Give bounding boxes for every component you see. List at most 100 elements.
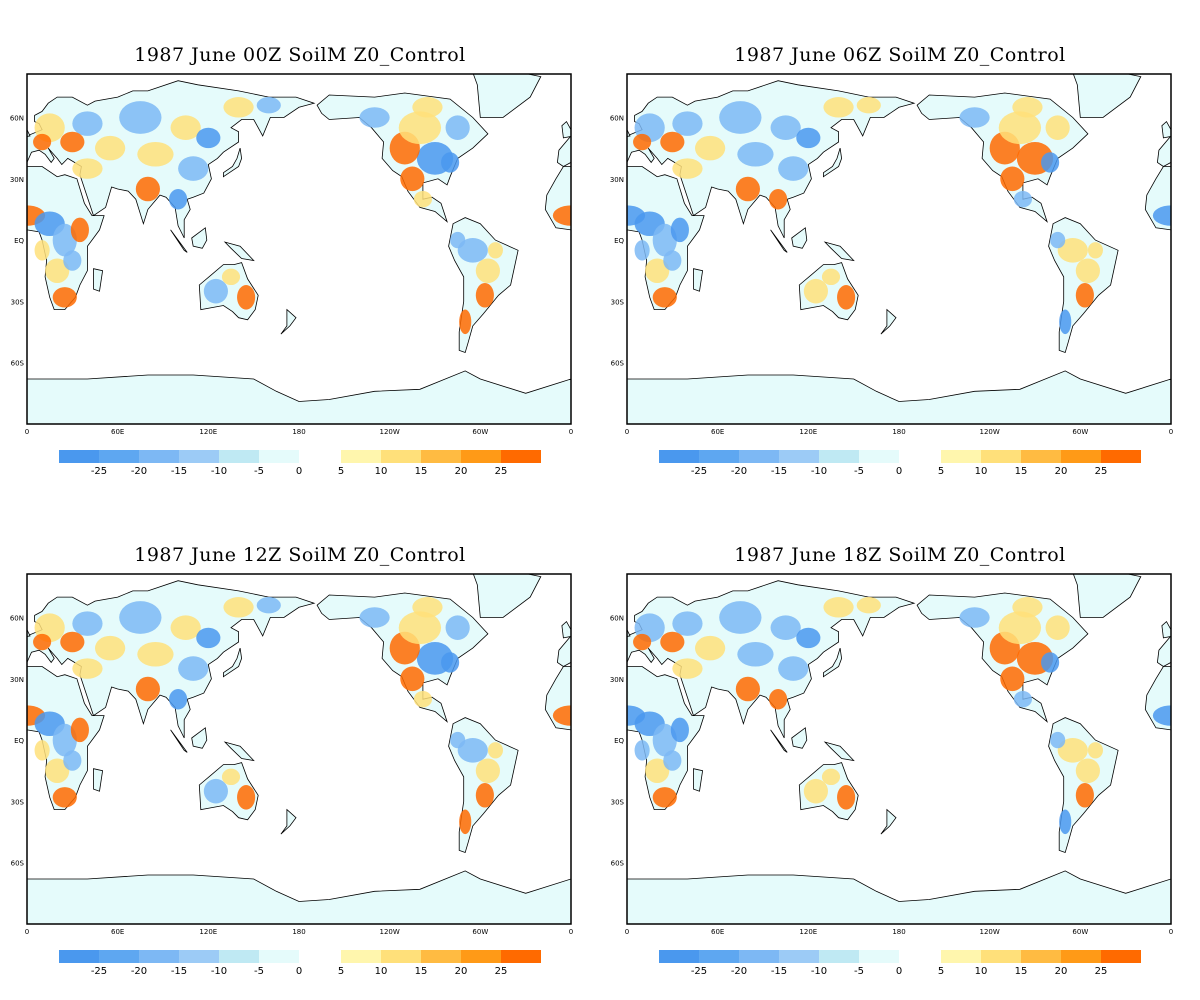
soilm-anomaly-patch <box>237 785 256 810</box>
lon-tick-label: 0 <box>625 928 629 936</box>
colorbar-label: -10 <box>211 966 227 977</box>
soilm-anomaly-patch <box>823 597 854 618</box>
soilm-anomaly-patch <box>552 705 571 726</box>
lon-tick-label: 60W <box>472 428 488 436</box>
colorbar-swatch <box>659 450 699 463</box>
soilm-anomaly-patch <box>633 633 652 651</box>
colorbar-swatch <box>461 950 501 963</box>
soilm-anomaly-patch <box>487 742 504 759</box>
land-antarctica <box>627 370 1171 424</box>
soilm-anomaly-patch <box>1189 258 1200 283</box>
soilm-anomaly-patch <box>719 601 762 634</box>
soilm-anomaly-patch <box>737 141 774 167</box>
soilm-anomaly-patch <box>1075 782 1094 808</box>
soilm-anomaly-patch <box>457 238 488 263</box>
colorbar-label: 5 <box>938 966 944 977</box>
lat-tick-label: 30N <box>10 676 24 684</box>
land-ng <box>823 241 855 262</box>
colorbar-label: 15 <box>1015 966 1028 977</box>
lon-tick-label: 180 <box>892 928 905 936</box>
lon-tick-label: 120W <box>380 428 400 436</box>
lon-tick-label: 120W <box>380 928 400 936</box>
colorbar-swatch <box>139 450 179 463</box>
land-madagascar <box>93 768 104 792</box>
soilm-anomaly-patch <box>803 778 828 804</box>
soilm-anomaly-patch <box>256 97 281 114</box>
land-greenland <box>472 74 542 118</box>
lon-tick-label: 60E <box>711 928 724 936</box>
soilm-anomaly-patch <box>33 633 52 651</box>
soilm-anomaly-patch <box>695 635 726 661</box>
soilm-anomaly-patch <box>660 131 685 153</box>
soilm-anomaly-patch <box>663 750 682 771</box>
land-antarctica <box>1170 378 1171 424</box>
lat-tick-label: 30S <box>11 298 25 306</box>
colorbar-swatch <box>699 950 739 963</box>
soilm-anomaly-patch <box>135 676 160 702</box>
colorbar-label: -10 <box>211 466 227 477</box>
land-nz <box>280 308 297 335</box>
soilm-anomaly-patch <box>60 631 85 653</box>
soilm-anomaly-patch <box>837 785 856 810</box>
soilm-anomaly-patch <box>45 758 70 784</box>
colorbar-label: -20 <box>131 466 147 477</box>
soilm-anomaly-patch <box>735 676 760 702</box>
colorbar-swatch <box>981 450 1021 463</box>
soilm-anomaly-patch <box>459 309 472 335</box>
lat-tick-label: EQ <box>14 737 24 745</box>
soilm-anomaly-patch <box>412 97 443 118</box>
colorbar-label: -15 <box>771 466 787 477</box>
land-japan <box>823 147 843 178</box>
colorbar-label: -10 <box>811 966 827 977</box>
soilm-anomaly-patch <box>577 134 595 150</box>
colorbar-swatch <box>1021 950 1061 963</box>
soilm-anomaly-patch <box>1179 711 1200 736</box>
map-frame <box>26 73 572 425</box>
lat-tick-label: 30S <box>611 298 625 306</box>
land-madagascar <box>93 268 104 292</box>
soilm-anomaly-patch <box>1189 758 1200 783</box>
colorbar-swatch <box>99 950 139 963</box>
soilm-anomaly-patch <box>589 758 600 783</box>
colorbar-swatch <box>779 950 819 963</box>
colorbar-label: 15 <box>1015 466 1028 477</box>
colorbar-swatch <box>941 950 981 963</box>
soilm-anomaly-patch <box>796 627 821 649</box>
soilm-anomaly-patch <box>1012 97 1043 118</box>
land-eurasia <box>1156 135 1171 167</box>
soilm-anomaly-patch <box>221 768 241 786</box>
map-panel-18z: 1987 June 18Z SoilM Z0_Control 60N 30N EQ 3… <box>600 500 1200 1000</box>
lat-tick-label: 60S <box>611 360 625 368</box>
soilm-anomaly-patch <box>1059 309 1072 335</box>
colorbar-label: 10 <box>975 966 988 977</box>
colorbar-label: 25 <box>1095 466 1108 477</box>
map-plot: 60N 30N EQ 30S 60S 0 60E 120E 180 120W 60W 0 -25 -20 -… <box>610 73 1200 477</box>
soilm-anomaly-patch <box>400 666 425 692</box>
soilm-anomaly-patch <box>70 717 89 743</box>
land-britain <box>627 128 631 137</box>
land-antarctica <box>1170 878 1171 924</box>
colorbar-label: 0 <box>896 466 902 477</box>
lon-tick-label: 0 <box>1169 928 1173 936</box>
soilm-anomaly-patch <box>770 115 801 140</box>
lat-tick-label: 60N <box>10 114 24 122</box>
soilm-anomaly-patch <box>1013 691 1032 708</box>
soilm-anomaly-patch <box>1179 211 1200 236</box>
land-antarctica <box>570 378 571 424</box>
land-japan <box>223 647 243 678</box>
soilm-anomaly-patch <box>579 613 600 642</box>
colorbar-label: 0 <box>296 466 302 477</box>
colorbar-label: 20 <box>455 466 468 477</box>
colorbar-swatch <box>59 950 99 963</box>
soilm-anomaly-patch <box>70 217 89 243</box>
soilm-anomaly-patch <box>672 111 703 136</box>
soilm-anomaly-patch <box>52 287 77 308</box>
land-japan <box>823 647 843 678</box>
map-panel-06z: 1987 June 06Z SoilM Z0_Control 60N 30N EQ 3… <box>600 0 1200 500</box>
land-sumatra <box>170 229 188 253</box>
colorbar-label: 15 <box>415 966 428 977</box>
land-borneo <box>791 727 808 749</box>
colorbar-swatch <box>659 950 699 963</box>
soilm-anomaly-patch <box>837 285 856 310</box>
land-antarctica <box>27 378 28 424</box>
